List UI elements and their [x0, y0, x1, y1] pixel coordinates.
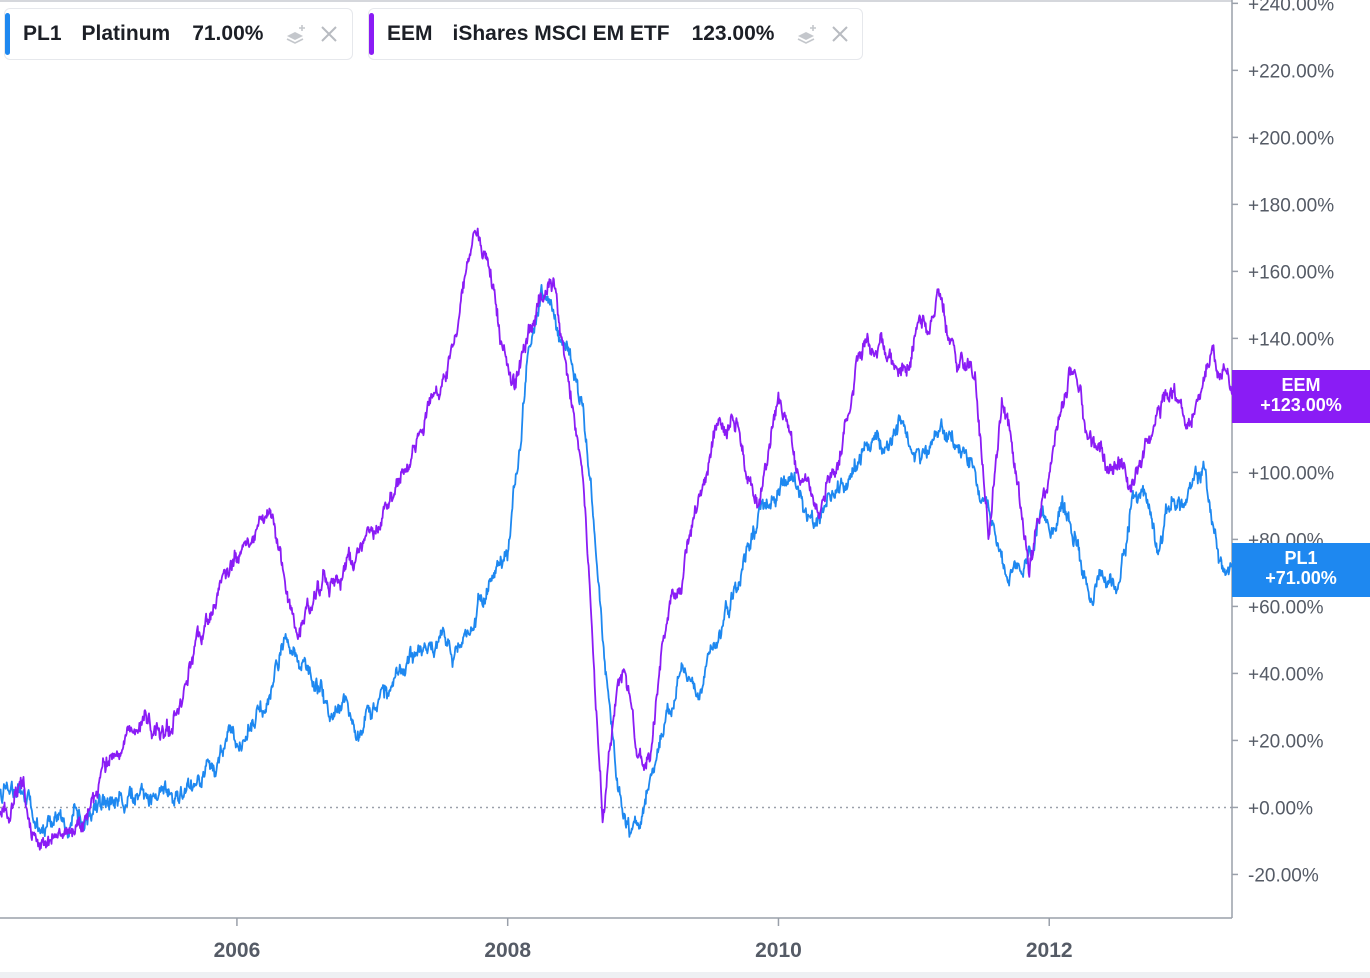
- y-tick-label: +220.00%: [1248, 61, 1334, 82]
- legend-color-bar: [5, 13, 10, 55]
- x-tick-label: 2010: [755, 939, 802, 962]
- y-tick-label: +240.00%: [1248, 0, 1334, 15]
- legend-symbol: PL1: [23, 22, 62, 45]
- layers-plus-icon[interactable]: [796, 23, 818, 45]
- price-tag-symbol: PL1: [1284, 548, 1318, 568]
- x-tick-label: 2008: [484, 939, 531, 962]
- legend-name: Platinum: [81, 22, 171, 45]
- y-tick-label: +180.00%: [1248, 195, 1334, 216]
- layers-plus-icon[interactable]: [285, 23, 307, 45]
- series-lines: [0, 227, 1233, 851]
- legend-chip-pl1[interactable]: PL1 Platinum 71.00%: [4, 8, 353, 60]
- y-tick-label: +140.00%: [1248, 329, 1334, 350]
- y-axis-ticks: +240.00% +220.00% +200.00% +180.00% +160.00%…: [1232, 0, 1334, 886]
- y-tick-label: +100.00%: [1248, 463, 1334, 484]
- bottom-strip: [0, 972, 1370, 978]
- y-tick-label: +160.00%: [1248, 262, 1334, 283]
- legend-name: iShares MSCI EM ETF: [452, 22, 670, 45]
- x-tick-label: 2006: [214, 939, 261, 962]
- price-tag-eem: EEM +123.00%: [1232, 370, 1370, 423]
- y-tick-label: +60.00%: [1248, 597, 1324, 618]
- price-tag-value: +71.00%: [1265, 568, 1337, 588]
- price-tag-value: +123.00%: [1260, 395, 1342, 415]
- y-tick-label: +40.00%: [1248, 664, 1324, 685]
- legend-color-bar: [369, 13, 374, 55]
- series-line-pl1: [0, 284, 1233, 839]
- price-tag-symbol: EEM: [1281, 375, 1321, 395]
- legend-percent: 71.00%: [192, 22, 264, 45]
- legend-percent: 123.00%: [691, 22, 775, 45]
- y-tick-label: +20.00%: [1248, 731, 1324, 752]
- y-tick-label: +200.00%: [1248, 128, 1334, 149]
- close-icon[interactable]: [319, 24, 339, 44]
- price-tag-pl1: PL1 +71.00%: [1232, 543, 1370, 597]
- x-axis-ticks: 2006 2008 2010 2012: [214, 918, 1073, 962]
- top-border: [0, 0, 1232, 2]
- legend-chip-eem[interactable]: EEM iShares MSCI EM ETF 123.00%: [368, 8, 863, 60]
- legend-symbol: EEM: [387, 22, 433, 45]
- x-tick-label: 2012: [1026, 939, 1073, 962]
- series-line-eem: [0, 227, 1233, 851]
- close-icon[interactable]: [830, 24, 850, 44]
- y-tick-label: +0.00%: [1248, 798, 1313, 819]
- y-tick-label: -20.00%: [1248, 865, 1319, 886]
